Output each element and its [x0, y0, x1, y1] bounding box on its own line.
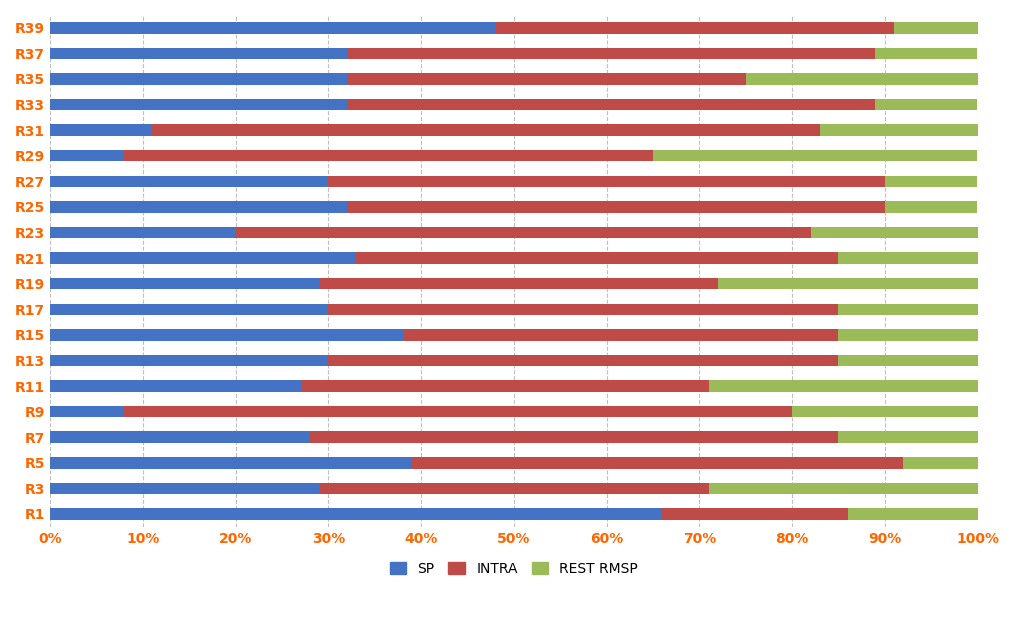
Bar [50, 483, 319, 494]
Legend: SP, INTRA, REST RMSP: SP, INTRA, REST RMSP [384, 556, 644, 581]
Bar [718, 278, 977, 290]
Bar [319, 278, 718, 290]
Bar [319, 483, 709, 494]
Bar [662, 508, 848, 520]
Bar [848, 508, 977, 520]
Bar [653, 150, 977, 162]
Bar [745, 73, 977, 85]
Bar [903, 457, 977, 469]
Bar [329, 304, 839, 315]
Bar [347, 73, 745, 85]
Bar [50, 99, 347, 110]
Bar [839, 252, 977, 264]
Bar [885, 201, 977, 213]
Bar [152, 124, 820, 136]
Bar [50, 457, 412, 469]
Bar [50, 329, 403, 341]
Bar [329, 175, 885, 187]
Bar [792, 406, 977, 417]
Bar [50, 22, 495, 33]
Bar [810, 227, 977, 239]
Bar [356, 252, 839, 264]
Bar [50, 278, 319, 290]
Bar [894, 22, 977, 33]
Bar [50, 508, 662, 520]
Bar [839, 304, 977, 315]
Bar [50, 124, 152, 136]
Bar [347, 47, 875, 59]
Bar [885, 175, 977, 187]
Bar [839, 355, 977, 366]
Bar [125, 150, 653, 162]
Bar [329, 355, 839, 366]
Bar [347, 201, 885, 213]
Bar [495, 22, 894, 33]
Bar [839, 329, 977, 341]
Bar [820, 124, 977, 136]
Bar [709, 483, 977, 494]
Bar [50, 406, 125, 417]
Bar [50, 227, 235, 239]
Bar [50, 252, 356, 264]
Bar [235, 227, 810, 239]
Bar [839, 432, 977, 443]
Bar [875, 47, 977, 59]
Bar [412, 457, 903, 469]
Bar [709, 380, 977, 392]
Bar [125, 406, 792, 417]
Bar [50, 73, 347, 85]
Bar [50, 380, 300, 392]
Bar [300, 380, 709, 392]
Bar [50, 150, 125, 162]
Bar [50, 304, 329, 315]
Bar [347, 99, 875, 110]
Bar [875, 99, 977, 110]
Bar [50, 201, 347, 213]
Bar [50, 175, 329, 187]
Bar [50, 355, 329, 366]
Bar [310, 432, 839, 443]
Bar [50, 47, 347, 59]
Bar [403, 329, 839, 341]
Bar [50, 432, 310, 443]
